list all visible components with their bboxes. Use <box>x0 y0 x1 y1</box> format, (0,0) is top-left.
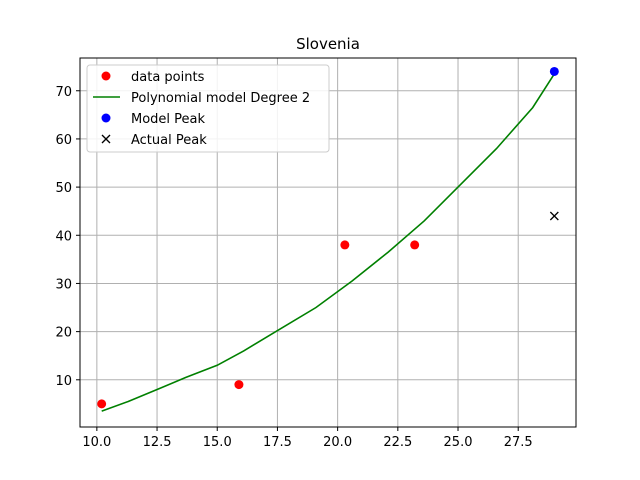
x-tick-label: 20.0 <box>323 435 352 450</box>
x-tick-label: 10.0 <box>82 435 111 450</box>
x-tick-label: 15.0 <box>203 435 232 450</box>
legend-marker <box>101 71 111 81</box>
data-points-point <box>234 380 244 390</box>
x-tick-label: 12.5 <box>143 435 172 450</box>
legend-marker <box>101 134 111 144</box>
data-points-point <box>340 240 350 250</box>
series-layer <box>97 66 559 412</box>
legend-marker <box>101 113 111 123</box>
x-tick-label: 27.5 <box>504 435 533 450</box>
x-tick-label: 17.5 <box>263 435 292 450</box>
data-points-point <box>97 399 107 409</box>
polynomial-model-degree-2-line <box>101 73 555 412</box>
data-points-point <box>410 240 420 250</box>
legend-label: data points <box>131 70 205 85</box>
plot-frame <box>79 57 577 428</box>
legend-box <box>86 64 330 153</box>
x-tick-label: 25.0 <box>444 435 473 450</box>
y-tick-label: 70 <box>55 85 72 100</box>
actual-peak-point-stroke-b <box>549 211 559 221</box>
actual-peak-point <box>549 211 559 221</box>
y-tick-label: 10 <box>55 374 72 389</box>
tick-layer: 10.0 12.5 15.0 17.5 20.0 22.5 25.0 27.5 10 20 30 40… <box>55 85 532 450</box>
model-peak-point <box>549 66 559 76</box>
legend: data points Polynomial model Degree 2 Mode… <box>86 64 330 153</box>
y-tick-label: 30 <box>55 277 72 292</box>
y-tick-label: 40 <box>55 229 72 244</box>
x-tick-label: 22.5 <box>383 435 412 450</box>
legend-label: Actual Peak <box>131 133 207 148</box>
y-tick-label: 60 <box>55 133 72 148</box>
legend-label: Polynomial model Degree 2 <box>131 91 310 106</box>
y-tick-label: 20 <box>55 326 72 341</box>
legend-label: Model Peak <box>131 112 206 127</box>
legend-marker-stroke-b <box>101 134 111 144</box>
chart-title: Slovenia <box>296 35 360 53</box>
y-tick-label: 50 <box>55 181 72 196</box>
